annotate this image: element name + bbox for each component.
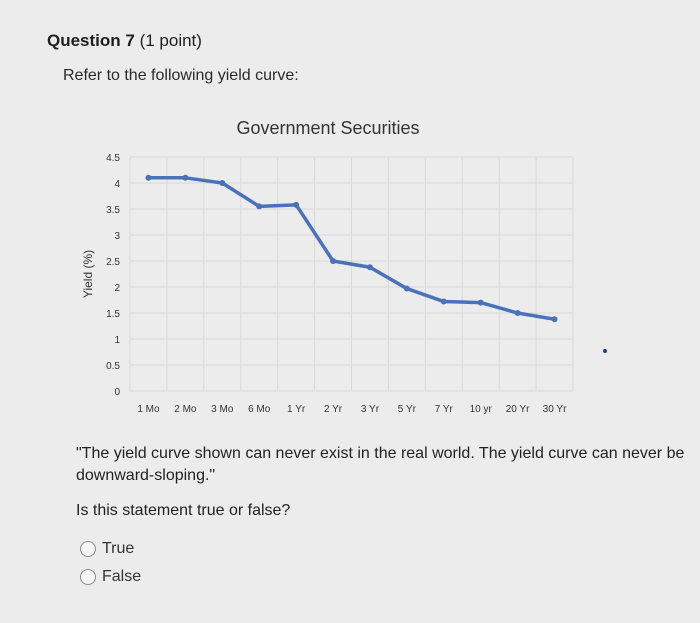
y-tick-label: 1 [114, 335, 120, 346]
x-tick-label: 10 yr [470, 404, 493, 415]
x-tick-label: 20 Yr [506, 404, 530, 415]
x-tick-label: 1 Yr [287, 404, 306, 415]
x-tick-label: 2 Mo [174, 404, 197, 415]
data-point [551, 316, 558, 323]
option-true[interactable]: True [80, 540, 134, 558]
y-tick-label: 4 [114, 179, 120, 190]
y-tick-label: 4.5 [106, 153, 120, 164]
question-statement: "The yield curve shown can never exist i… [76, 445, 685, 484]
x-tick-label: 7 Yr [435, 404, 454, 415]
y-tick-label: 3 [114, 231, 120, 242]
chart-title: Government Securities [236, 118, 419, 138]
y-tick-label: 1.5 [106, 309, 120, 320]
stray-mark [603, 349, 607, 353]
data-point [403, 285, 410, 292]
yield-curve-chart: Government Securities Yield (%) 0 0.5 1 1.5… [60, 112, 640, 427]
data-point [440, 298, 447, 305]
data-point [477, 299, 484, 306]
data-point [182, 174, 189, 181]
question-number: Question 7 [47, 31, 135, 50]
x-tick-label: 1 Mo [137, 404, 160, 415]
x-tick-labels: 1 Mo 2 Mo 3 Mo 6 Mo 1 Yr 2 Yr 3 Yr 5 Yr 7 Yr 10 y… [137, 404, 567, 415]
y-tick-label: 2 [114, 283, 120, 294]
option-true-label: True [102, 540, 135, 557]
question-title: Question 7 (1 point) [47, 31, 202, 51]
y-tick-labels: 0 0.5 1 1.5 2 2.5 3 3.5 4 4.5 [106, 153, 120, 398]
series-line [148, 176, 555, 321]
y-tick-label: 2.5 [106, 257, 120, 268]
data-point [514, 310, 521, 316]
chart-grid [129, 156, 574, 392]
x-tick-label: 2 Yr [324, 404, 343, 415]
y-tick-label: 0 [114, 387, 120, 398]
question-prompt: Refer to the following yield curve: [63, 67, 299, 84]
radio-false[interactable] [80, 569, 96, 585]
data-point [293, 201, 300, 208]
option-false[interactable]: False [80, 568, 141, 586]
series-yield [145, 174, 558, 323]
data-point [330, 258, 337, 264]
x-tick-label: 6 Mo [248, 404, 271, 415]
data-point [145, 174, 152, 181]
radio-true[interactable] [80, 541, 96, 557]
y-tick-label: 3.5 [106, 205, 120, 216]
x-tick-label: 3 Mo [211, 404, 234, 415]
x-tick-label: 5 Yr [398, 404, 417, 415]
y-axis-label: Yield (%) [81, 250, 95, 298]
chart-svg: Government Securities Yield (%) 0 0.5 1 1.5… [81, 118, 574, 415]
data-point [256, 203, 263, 210]
x-tick-label: 3 Yr [361, 404, 380, 415]
y-tick-label: 0.5 [106, 361, 120, 372]
data-point [219, 180, 226, 186]
option-false-label: False [102, 568, 142, 585]
question-ask: Is this statement true or false? [76, 502, 291, 519]
question-points: (1 point) [134, 31, 202, 50]
x-tick-label: 30 Yr [543, 404, 567, 415]
data-point [366, 264, 373, 271]
